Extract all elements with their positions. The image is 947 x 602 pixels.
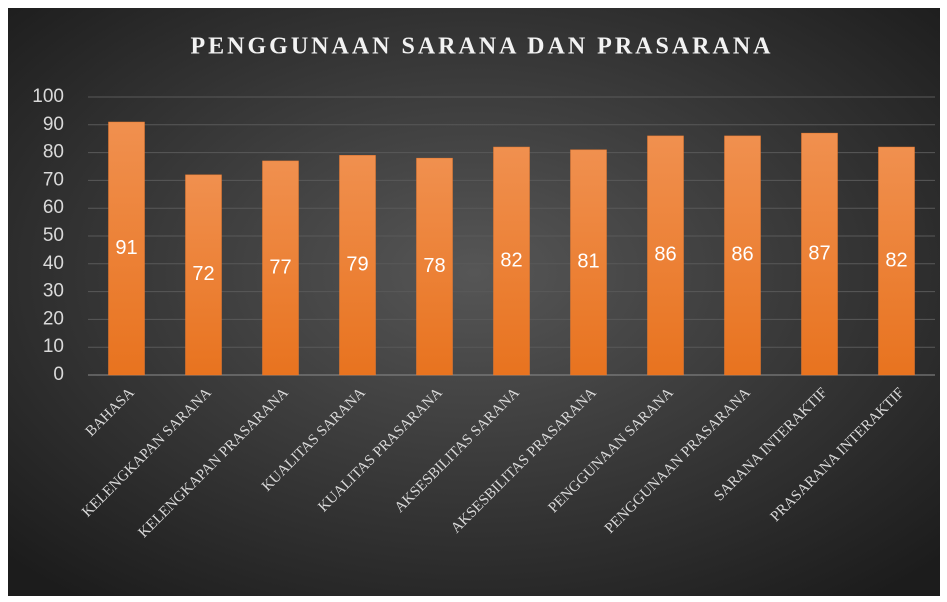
chart-title: PENGGUNAAN SARANA DAN PRASARANA xyxy=(190,34,773,60)
value-label: 91 xyxy=(115,237,137,259)
bar xyxy=(878,146,915,376)
value-label: 82 xyxy=(500,249,522,271)
value-label: 87 xyxy=(808,242,830,264)
bar xyxy=(339,155,376,376)
bar xyxy=(724,135,761,376)
value-label: 72 xyxy=(192,263,214,285)
bar xyxy=(801,132,838,376)
value-label: 82 xyxy=(885,249,907,271)
y-tick-label: 20 xyxy=(43,308,64,329)
y-tick-label: 90 xyxy=(43,114,64,135)
y-tick-label: 50 xyxy=(43,225,64,246)
chart-background xyxy=(8,8,940,596)
y-tick-label: 30 xyxy=(43,281,64,302)
y-tick-label: 100 xyxy=(32,86,64,107)
value-label: 78 xyxy=(423,255,445,277)
bar xyxy=(416,157,453,376)
y-tick-label: 70 xyxy=(43,169,64,190)
value-label: 77 xyxy=(269,256,291,278)
y-tick-label: 40 xyxy=(43,253,64,274)
value-label: 79 xyxy=(346,253,368,275)
y-tick-label: 10 xyxy=(43,336,64,357)
value-label: 86 xyxy=(654,244,676,266)
bar xyxy=(185,174,222,376)
bar xyxy=(493,146,530,376)
bar xyxy=(570,149,607,376)
bar xyxy=(262,160,299,376)
y-tick-label: 0 xyxy=(53,364,64,385)
bar xyxy=(647,135,684,376)
bar xyxy=(108,121,145,376)
value-label: 86 xyxy=(731,244,753,266)
y-tick-label: 80 xyxy=(43,142,64,163)
y-tick-label: 60 xyxy=(43,197,64,218)
value-label: 81 xyxy=(577,251,599,273)
